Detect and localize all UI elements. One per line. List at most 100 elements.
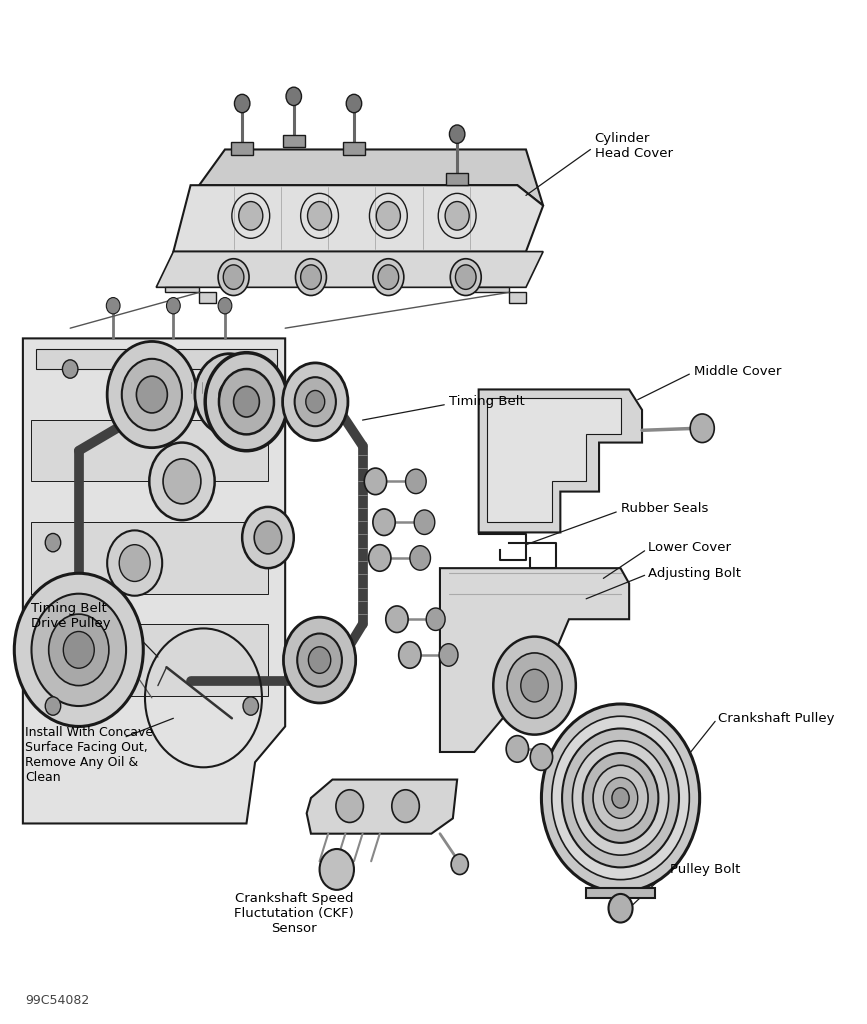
Circle shape <box>284 617 355 702</box>
Polygon shape <box>199 150 543 206</box>
Polygon shape <box>36 348 277 369</box>
Circle shape <box>406 469 427 494</box>
Circle shape <box>108 530 162 596</box>
Circle shape <box>242 507 294 568</box>
Circle shape <box>107 298 120 314</box>
Text: Rubber Seals: Rubber Seals <box>621 503 708 515</box>
Circle shape <box>219 369 274 434</box>
Circle shape <box>208 369 251 420</box>
Circle shape <box>386 606 408 633</box>
Circle shape <box>612 787 629 808</box>
Circle shape <box>451 854 468 874</box>
Polygon shape <box>165 288 217 303</box>
Circle shape <box>506 735 529 762</box>
Circle shape <box>562 728 679 867</box>
Circle shape <box>49 614 109 686</box>
Circle shape <box>364 468 387 495</box>
Circle shape <box>609 894 633 923</box>
Circle shape <box>309 647 330 674</box>
Circle shape <box>119 545 150 582</box>
Circle shape <box>195 353 264 435</box>
Circle shape <box>373 509 395 536</box>
Circle shape <box>531 743 552 770</box>
Circle shape <box>507 653 562 718</box>
Polygon shape <box>156 252 543 288</box>
Circle shape <box>234 94 250 113</box>
Circle shape <box>45 534 61 552</box>
Circle shape <box>399 642 421 669</box>
Circle shape <box>62 359 78 378</box>
Text: Adjusting Bolt: Adjusting Bolt <box>648 566 741 580</box>
Text: 99C54082: 99C54082 <box>25 993 89 1007</box>
Bar <box>446 173 468 185</box>
Circle shape <box>308 202 331 230</box>
Bar <box>231 142 253 155</box>
Circle shape <box>583 753 658 843</box>
Text: Lower Cover: Lower Cover <box>648 542 731 554</box>
Circle shape <box>427 608 445 631</box>
Circle shape <box>690 414 714 442</box>
Circle shape <box>254 521 282 554</box>
Polygon shape <box>31 625 268 696</box>
Text: Crankshaft Pulley: Crankshaft Pulley <box>718 712 834 725</box>
Circle shape <box>166 298 180 314</box>
Circle shape <box>521 670 548 701</box>
Text: Middle Cover: Middle Cover <box>694 365 781 378</box>
Text: Install With Concave
Surface Facing Out,
Remove Any Oil &
Clean: Install With Concave Surface Facing Out,… <box>25 726 153 784</box>
Circle shape <box>218 259 249 296</box>
Circle shape <box>346 94 362 113</box>
Polygon shape <box>31 522 268 594</box>
Circle shape <box>238 202 263 230</box>
Text: Timing Belt: Timing Belt <box>448 395 525 409</box>
Circle shape <box>378 265 399 290</box>
Circle shape <box>223 265 244 290</box>
Circle shape <box>243 697 258 715</box>
Circle shape <box>108 341 197 447</box>
Circle shape <box>121 358 182 430</box>
Circle shape <box>368 545 391 571</box>
Polygon shape <box>479 389 642 532</box>
Circle shape <box>493 637 576 734</box>
Circle shape <box>439 644 458 667</box>
Circle shape <box>297 634 342 687</box>
Bar <box>283 135 305 147</box>
Circle shape <box>445 202 469 230</box>
Circle shape <box>414 510 434 535</box>
Circle shape <box>251 534 267 552</box>
Text: Cylinder
Head Cover: Cylinder Head Cover <box>595 132 673 161</box>
Circle shape <box>205 352 288 451</box>
Circle shape <box>296 259 327 296</box>
Circle shape <box>149 442 215 520</box>
Circle shape <box>541 703 700 892</box>
Circle shape <box>219 382 239 407</box>
Circle shape <box>243 359 258 378</box>
Circle shape <box>14 573 143 726</box>
Circle shape <box>392 790 420 822</box>
Polygon shape <box>474 288 526 303</box>
Circle shape <box>603 777 638 818</box>
Circle shape <box>306 390 325 413</box>
Circle shape <box>336 790 363 822</box>
Circle shape <box>593 765 648 830</box>
Text: Crankshaft Speed
Fluctutation (CKF)
Sensor: Crankshaft Speed Fluctutation (CKF) Sens… <box>234 892 354 935</box>
Circle shape <box>373 259 404 296</box>
Bar <box>342 142 365 155</box>
Polygon shape <box>173 185 543 252</box>
Circle shape <box>449 125 465 143</box>
Circle shape <box>136 376 167 413</box>
Circle shape <box>218 298 231 314</box>
Circle shape <box>450 259 481 296</box>
Circle shape <box>455 265 476 290</box>
Circle shape <box>551 716 689 880</box>
Circle shape <box>286 87 302 105</box>
Circle shape <box>63 632 95 669</box>
Circle shape <box>283 362 348 440</box>
Polygon shape <box>440 568 629 752</box>
Circle shape <box>163 459 201 504</box>
Circle shape <box>410 546 431 570</box>
Text: Pulley Bolt: Pulley Bolt <box>670 863 740 876</box>
Circle shape <box>31 594 126 706</box>
Circle shape <box>301 265 322 290</box>
Circle shape <box>45 697 61 715</box>
Bar <box>586 888 655 898</box>
